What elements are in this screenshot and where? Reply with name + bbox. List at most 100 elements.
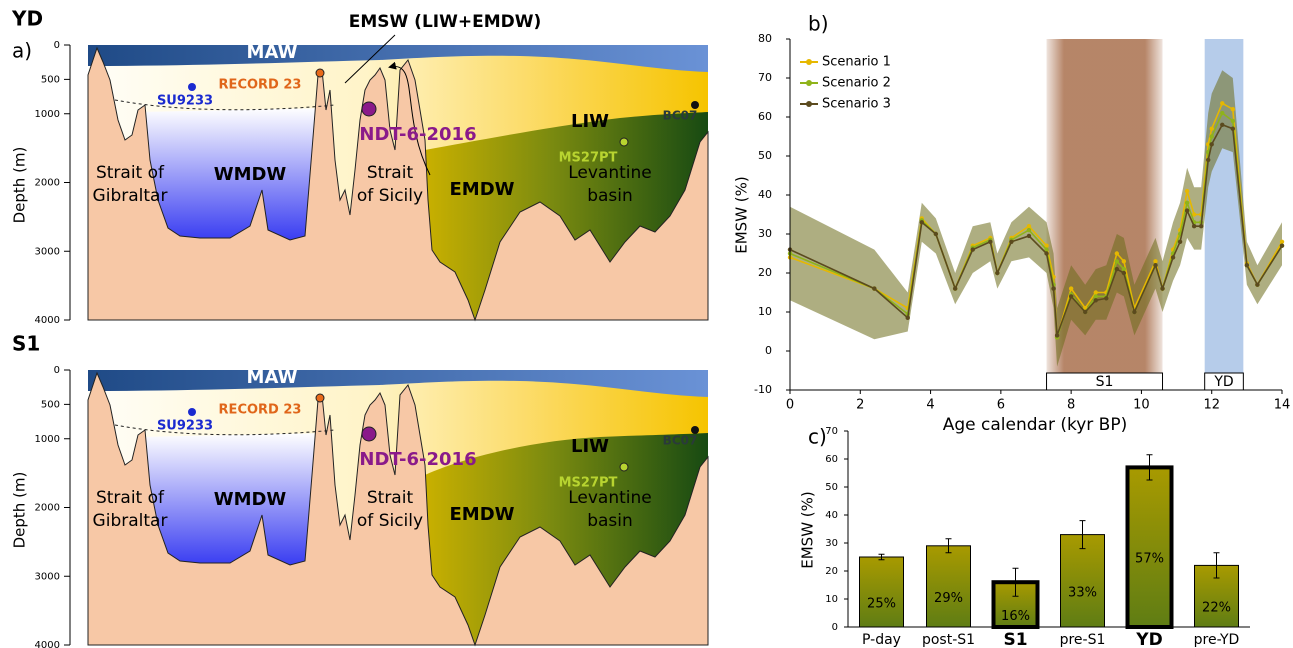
figure: 05001000200030004000YDa)Depth (m)MAWLIWW… <box>0 0 1293 648</box>
point <box>1115 251 1119 255</box>
panel-label: c) <box>808 425 827 449</box>
place-label: basin <box>587 511 633 531</box>
panel-label: b) <box>808 12 829 36</box>
point <box>1210 134 1214 138</box>
point <box>1104 296 1108 300</box>
point <box>1044 251 1048 255</box>
y-tick-label: 50 <box>825 482 838 493</box>
point <box>1027 234 1031 238</box>
point <box>1094 294 1098 298</box>
point <box>1132 310 1136 314</box>
point <box>995 271 999 275</box>
point <box>1231 127 1235 131</box>
y-tick-label: 60 <box>825 454 838 465</box>
x-tick-label: 12 <box>1203 398 1220 413</box>
y-tick-label: 2000 <box>35 503 60 514</box>
point <box>1115 259 1119 263</box>
point <box>1185 208 1189 212</box>
x-tick-label: 4 <box>926 398 934 413</box>
place-label: Gibraltar <box>93 511 168 531</box>
point <box>1153 263 1157 267</box>
y-tick-label: 0 <box>54 365 60 376</box>
y-tick-label: 50 <box>758 149 772 162</box>
site-dot <box>188 83 196 91</box>
site-label: RECORD 23 <box>219 78 302 93</box>
bar <box>860 557 904 627</box>
x-tick-label: P-day <box>862 632 901 648</box>
point <box>1094 290 1098 294</box>
emsw-label: EMSW (LIW+EMDW) <box>349 12 542 32</box>
site-label: BC07 <box>663 434 698 448</box>
site-dot <box>316 394 324 402</box>
point <box>1192 224 1196 228</box>
point <box>1185 201 1189 205</box>
point <box>920 220 924 224</box>
y-tick-label: 0 <box>54 40 60 51</box>
y-axis-label: EMSW (%) <box>733 176 751 254</box>
panel-label: a) <box>12 39 32 63</box>
point <box>1199 224 1203 228</box>
point <box>1220 111 1224 115</box>
legend-marker <box>806 80 812 86</box>
value-label: 29% <box>934 591 963 606</box>
y-axis-label: Depth (m) <box>11 472 29 549</box>
point <box>1185 189 1189 193</box>
x-axis-label: Age calendar (kyr BP) <box>943 415 1127 435</box>
value-label: 22% <box>1202 601 1231 616</box>
y-tick-label: 20 <box>825 566 838 577</box>
site-dot <box>188 408 196 416</box>
x-tick-label: 8 <box>1067 398 1075 413</box>
point <box>872 286 876 290</box>
place-label: of Sicily <box>357 186 423 206</box>
point <box>1069 286 1073 290</box>
value-label: 25% <box>867 597 896 612</box>
maw-label: MAW <box>247 42 298 63</box>
point <box>1220 101 1224 105</box>
point <box>1115 267 1119 271</box>
site-label: NDT-6-2016 <box>359 124 476 145</box>
site-dot <box>620 138 628 146</box>
wmdw-label: WMDW <box>214 489 287 510</box>
emdw-label: EMDW <box>449 179 514 200</box>
y-tick-label: 0 <box>832 622 838 633</box>
x-tick-label: 2 <box>856 398 864 413</box>
point <box>1210 142 1214 146</box>
y-tick-label: 1000 <box>35 109 60 120</box>
site-dot <box>316 69 324 77</box>
y-tick-label: 4000 <box>35 640 60 648</box>
bar <box>1128 467 1172 627</box>
place-label: Levantine <box>568 488 652 508</box>
y-tick-label: 500 <box>41 399 60 410</box>
site-dot <box>362 102 376 116</box>
y-tick-label: 4000 <box>35 315 60 326</box>
point <box>1280 244 1284 248</box>
point <box>1009 240 1013 244</box>
y-tick-label: 0 <box>765 344 772 357</box>
period-label: YD <box>1213 374 1233 390</box>
y-tick-label: 10 <box>825 594 838 605</box>
point <box>1231 107 1235 111</box>
x-tick-label: 6 <box>997 398 1005 413</box>
place-label: Strait of <box>96 488 165 508</box>
y-axis-label: Depth (m) <box>11 147 29 224</box>
point <box>1153 259 1157 263</box>
point <box>1122 271 1126 275</box>
place-label: Strait of <box>96 163 165 183</box>
x-tick-label: 0 <box>786 398 794 413</box>
section-label: S1 <box>12 332 40 356</box>
y-tick-label: 60 <box>758 110 772 123</box>
emdw-label: EMDW <box>449 504 514 525</box>
x-tick-label: S1 <box>1003 630 1027 648</box>
bar <box>927 546 971 627</box>
point <box>1245 263 1249 267</box>
point <box>1055 333 1059 337</box>
point <box>1027 224 1031 228</box>
wmdw-label: WMDW <box>214 164 287 185</box>
site-dot <box>362 427 376 441</box>
point <box>934 232 938 236</box>
y-tick-label: 3000 <box>35 246 60 257</box>
liw-label: LIW <box>571 436 609 457</box>
point <box>1206 158 1210 162</box>
x-tick-label: pre-S1 <box>1060 632 1106 648</box>
point <box>1231 119 1235 123</box>
